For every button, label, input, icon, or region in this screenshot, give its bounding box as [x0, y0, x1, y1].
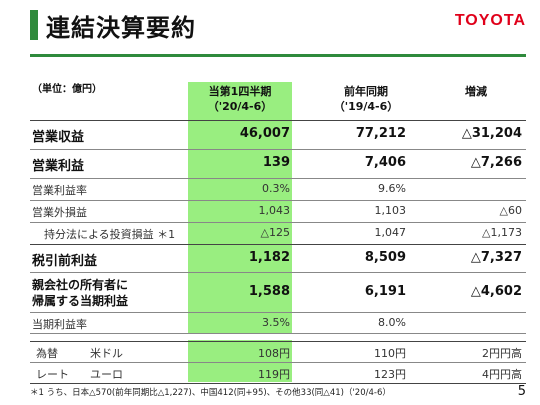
row-operating-income: 営業利益 139 7,406 △7,266	[30, 149, 526, 176]
page-number: 5	[517, 384, 526, 399]
row-equity-method: 持分法による投資損益 ＊1 △125 1,047 △1,173	[30, 222, 526, 243]
row-operating-margin: 営業利益率 0.3% 9.6%	[30, 178, 526, 199]
row-net-income: 親会社の所有者に 帰属する当期利益 1,588 6,191 △4,602	[30, 272, 526, 311]
row-net-margin: 当期利益率 3.5% 8.0%	[30, 312, 526, 334]
row-fx-eur: レート ユーロ 119円 123円 4円円高	[30, 362, 526, 384]
toyota-logo: TOYOTA	[454, 12, 526, 29]
title-divider	[30, 54, 526, 57]
page-title: 連結決算要約	[46, 14, 196, 42]
unit-label: （単位：億円）	[32, 84, 102, 95]
row-fx-usd: 為替 米ドル 108円 110円 2円円高	[30, 341, 526, 362]
row-operating-revenue: 営業収益 46,007 77,212 △31,204	[30, 120, 526, 147]
row-pretax-income: 税引前利益 1,182 8,509 △7,327	[30, 244, 526, 271]
row-non-operating: 営業外損益 1,043 1,103 △60	[30, 200, 526, 221]
column-header-current: 当第1四半期 （'20/4-6）	[207, 85, 273, 113]
footnote: ＊1 うち、日本△570(前年同期比△1,227)、中国412(同+95)、その…	[30, 388, 391, 398]
highlight-column-fx	[188, 340, 292, 382]
highlight-column-main	[188, 82, 292, 334]
column-header-prior: 前年同期 （'19/4-6）	[333, 85, 399, 113]
column-header-change: 増減	[465, 85, 487, 98]
title-accent-bar	[30, 10, 38, 40]
